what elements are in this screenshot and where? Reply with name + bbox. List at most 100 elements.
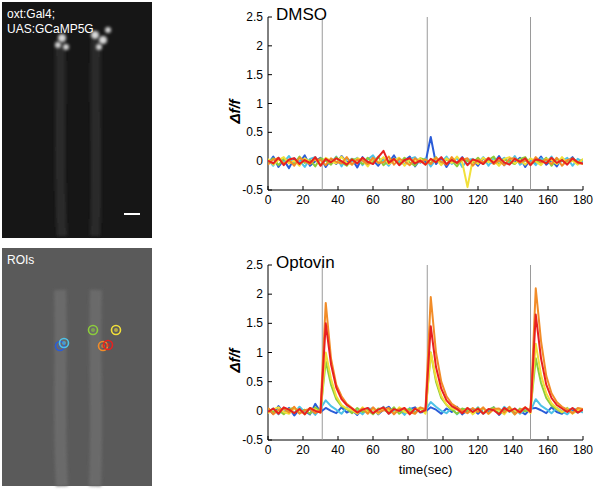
x-tick <box>268 186 269 190</box>
y-tick <box>268 103 272 104</box>
y-tick-label: -0.5 <box>242 433 263 447</box>
neuron <box>99 36 107 44</box>
x-tick-label: 0 <box>265 443 272 457</box>
y-tick-label: 0 <box>256 154 263 168</box>
image-label: ROIs <box>7 253 34 267</box>
x-tick-label: 40 <box>331 443 345 457</box>
y-axis-title: Δf/f <box>226 97 243 124</box>
y-tick-label: 1.5 <box>246 68 263 82</box>
x-tick-label: 160 <box>538 193 558 207</box>
y-tick <box>268 74 272 75</box>
plot-area <box>268 265 583 440</box>
x-tick <box>443 436 444 440</box>
y-tick <box>268 17 272 18</box>
x-tick-label: 80 <box>401 193 415 207</box>
roi-fill <box>106 343 110 347</box>
y-tick <box>268 132 272 133</box>
x-tick-label: 60 <box>366 443 380 457</box>
x-tick <box>583 436 584 440</box>
image-label: oxt:Gal4; <box>7 7 55 21</box>
roi <box>112 326 121 335</box>
x-tick <box>268 436 269 440</box>
figure: oxt:Gal4;UAS:GCaMP5GROIs-0.500.511.522.5… <box>0 0 596 504</box>
series-line <box>268 315 583 415</box>
chart-title: Optovin <box>276 253 335 272</box>
roi-fill <box>114 328 118 332</box>
y-tick <box>268 265 272 266</box>
y-axis-title: Δf/f <box>226 346 243 373</box>
x-tick <box>408 186 409 190</box>
x-tick-label: 180 <box>573 193 593 207</box>
chart: -0.500.511.522.5020406080100120140160180… <box>226 253 593 477</box>
x-tick-label: 100 <box>433 193 453 207</box>
x-tick <box>478 186 479 190</box>
x-tick <box>373 186 374 190</box>
roi-fill <box>91 328 95 332</box>
y-tick-label: -0.5 <box>242 183 263 197</box>
y-tick-label: 1.5 <box>246 316 263 330</box>
x-tick-label: 20 <box>296 443 310 457</box>
x-tick-label: 100 <box>433 443 453 457</box>
x-tick <box>338 186 339 190</box>
x-tick-label: 180 <box>573 443 593 457</box>
series-line <box>268 288 583 414</box>
x-tick-label: 20 <box>296 193 310 207</box>
x-tick-label: 80 <box>401 443 415 457</box>
image-bottom: ROIs <box>2 248 152 486</box>
x-tick-label: 120 <box>468 443 488 457</box>
y-tick-label: 2.5 <box>246 258 263 272</box>
roi <box>89 326 98 335</box>
neuron <box>96 44 102 50</box>
y-tick <box>268 440 272 441</box>
x-tick <box>443 186 444 190</box>
x-tick-label: 140 <box>503 193 523 207</box>
x-tick-label: 40 <box>331 193 345 207</box>
y-tick-label: 0.5 <box>246 125 263 139</box>
y-tick-label: 1 <box>256 346 263 360</box>
series-line <box>268 137 583 168</box>
neuron <box>63 44 69 50</box>
series-line <box>268 151 583 166</box>
x-tick <box>303 436 304 440</box>
scale-bar <box>124 213 140 215</box>
x-tick-label: 160 <box>538 443 558 457</box>
x-tick <box>478 436 479 440</box>
x-axis-title: time(sec) <box>399 462 452 477</box>
y-tick-label: 0.5 <box>246 375 263 389</box>
x-axis <box>268 440 583 441</box>
series-line <box>268 157 583 188</box>
y-tick <box>268 294 272 295</box>
y-tick <box>268 352 272 353</box>
y-tick-label: 0 <box>256 404 263 418</box>
x-tick-label: 60 <box>366 193 380 207</box>
y-tick-label: 1 <box>256 97 263 111</box>
y-tick <box>268 45 272 46</box>
x-tick <box>513 186 514 190</box>
x-tick-label: 0 <box>265 193 272 207</box>
image-background <box>2 2 152 238</box>
x-tick <box>408 436 409 440</box>
y-tick-label: 2 <box>256 287 263 301</box>
neuron <box>105 27 111 33</box>
x-tick <box>303 186 304 190</box>
x-tick-label: 140 <box>503 443 523 457</box>
chart-title: DMSO <box>276 5 327 24</box>
chart: -0.500.511.522.5020406080100120140160180… <box>226 5 593 207</box>
x-tick <box>548 186 549 190</box>
y-tick <box>268 381 272 382</box>
x-tick <box>548 436 549 440</box>
neuron <box>55 42 61 48</box>
x-tick <box>373 436 374 440</box>
x-tick <box>338 436 339 440</box>
image-background <box>2 248 152 486</box>
y-tick-label: 2.5 <box>246 10 263 24</box>
x-axis <box>268 190 583 191</box>
x-tick <box>513 436 514 440</box>
image-label: UAS:GCaMP5G <box>7 22 94 36</box>
image-top: oxt:Gal4;UAS:GCaMP5G <box>2 2 152 238</box>
tissue <box>60 40 96 236</box>
plot-area <box>268 17 583 190</box>
roi-fill <box>62 341 66 345</box>
tissue <box>60 290 96 486</box>
x-tick <box>583 186 584 190</box>
